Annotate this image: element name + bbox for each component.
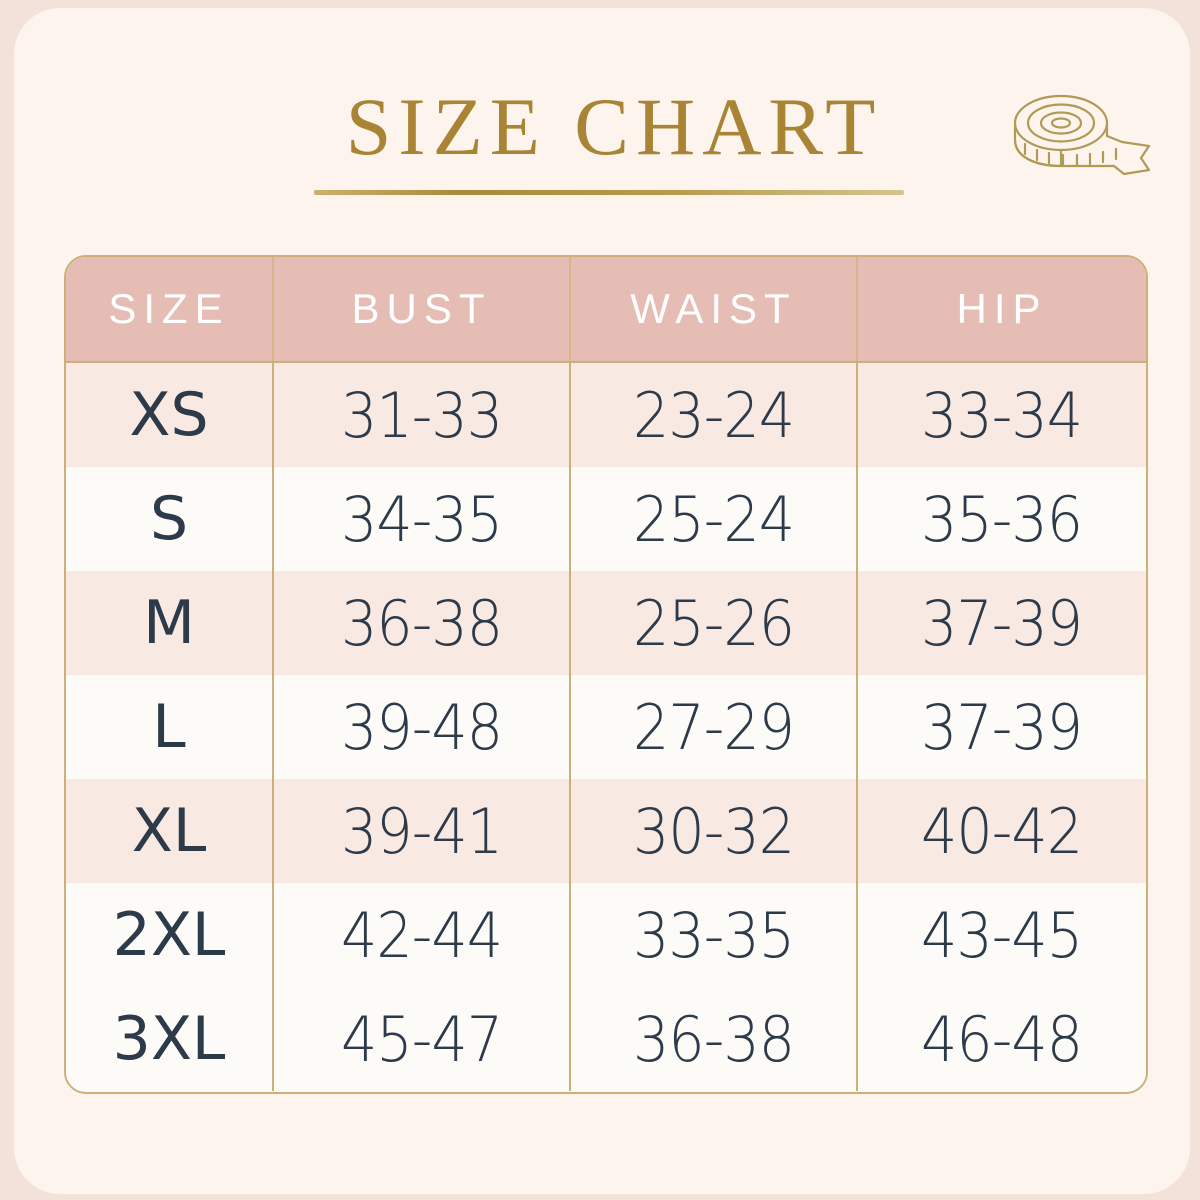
size-label: 2XL	[112, 900, 226, 970]
chart-card: SIZE CHART	[14, 8, 1190, 1194]
column-header-hip: HIP	[856, 257, 1146, 361]
waist-value: 36-38	[632, 1002, 795, 1076]
cell-size: XL	[66, 779, 272, 883]
cell-bust: 45-47	[272, 987, 569, 1091]
table-row: XL 39-41 30-32 40-42	[66, 779, 1146, 883]
cell-bust: 31-33	[272, 363, 569, 467]
hip-value: 37-39	[921, 690, 1083, 764]
bust-value: 31-33	[340, 378, 503, 452]
hip-value: 35-36	[921, 482, 1083, 556]
bust-value: 36-38	[340, 586, 503, 660]
size-label: XL	[131, 796, 207, 866]
waist-value: 30-32	[632, 794, 795, 868]
cell-hip: 37-39	[856, 675, 1146, 779]
cell-hip: 40-42	[856, 779, 1146, 883]
cell-hip: 37-39	[856, 571, 1146, 675]
measuring-tape-icon	[989, 78, 1154, 188]
size-label: 3XL	[112, 1004, 226, 1074]
table-row: L 39-48 27-29 37-39	[66, 675, 1146, 779]
table-row: 2XL 42-44 33-35 43-45	[66, 883, 1146, 987]
bust-value: 45-47	[340, 1002, 503, 1076]
cell-hip: 43-45	[856, 883, 1146, 987]
cell-size: S	[66, 467, 272, 571]
cell-hip: 33-34	[856, 363, 1146, 467]
cell-size: XS	[66, 363, 272, 467]
column-header-size: SIZE	[108, 285, 230, 332]
table-header-row: SIZE BUST WAIST HIP	[66, 257, 1146, 363]
size-label: S	[149, 484, 189, 554]
hip-value: 43-45	[921, 898, 1083, 972]
bust-value: 39-41	[340, 794, 503, 868]
size-label: L	[152, 692, 186, 762]
size-label: M	[143, 588, 195, 658]
cell-waist: 25-24	[569, 467, 856, 571]
cell-waist: 36-38	[569, 987, 856, 1091]
bust-value: 39-48	[340, 690, 503, 764]
bust-value: 42-44	[340, 898, 503, 972]
cell-bust: 39-41	[272, 779, 569, 883]
column-header-waist: WAIST	[569, 257, 856, 361]
cell-size: M	[66, 571, 272, 675]
page-title: SIZE CHART	[345, 81, 883, 172]
cell-hip: 46-48	[856, 987, 1146, 1091]
cell-bust: 36-38	[272, 571, 569, 675]
table-row: M 36-38 25-26 37-39	[66, 571, 1146, 675]
table-row: S 34-35 25-24 35-36	[66, 467, 1146, 571]
table-row: XS 31-33 23-24 33-34	[66, 363, 1146, 467]
size-label: XS	[129, 380, 209, 450]
title-underline	[314, 190, 904, 195]
waist-value: 23-24	[632, 378, 795, 452]
hip-value: 40-42	[921, 794, 1083, 868]
cell-waist: 25-26	[569, 571, 856, 675]
cell-waist: 30-32	[569, 779, 856, 883]
cell-waist: 27-29	[569, 675, 856, 779]
waist-value: 33-35	[632, 898, 795, 972]
hip-value: 46-48	[921, 1002, 1083, 1076]
waist-value: 27-29	[632, 690, 795, 764]
hip-value: 33-34	[921, 378, 1083, 452]
cell-hip: 35-36	[856, 467, 1146, 571]
cell-bust: 34-35	[272, 467, 569, 571]
size-chart-table: SIZE BUST WAIST HIP XS 31-33 23-24 33-34…	[64, 255, 1148, 1094]
page-title-wrap: SIZE CHART	[14, 81, 1200, 195]
waist-value: 25-24	[632, 482, 795, 556]
cell-bust: 42-44	[272, 883, 569, 987]
cell-size: 2XL	[66, 883, 272, 987]
bust-value: 34-35	[340, 482, 503, 556]
table-row: 3XL 45-47 36-38 46-48	[66, 987, 1146, 1091]
cell-size: 3XL	[66, 987, 272, 1091]
cell-size: L	[66, 675, 272, 779]
cell-waist: 23-24	[569, 363, 856, 467]
waist-value: 25-26	[632, 586, 795, 660]
column-header-bust: BUST	[272, 257, 569, 361]
hip-value: 37-39	[921, 586, 1083, 660]
cell-waist: 33-35	[569, 883, 856, 987]
cell-bust: 39-48	[272, 675, 569, 779]
